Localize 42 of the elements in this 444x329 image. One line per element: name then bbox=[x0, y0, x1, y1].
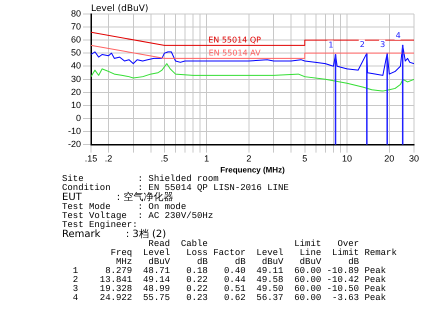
text: Read Cable Limit Over bbox=[148, 239, 360, 249]
y-tick-label: 70 bbox=[70, 22, 82, 32]
x-tick-label: 1 bbox=[204, 153, 210, 164]
annotation: 1 bbox=[328, 40, 334, 50]
y-tick-label: 20 bbox=[70, 86, 82, 97]
annotation: 2 bbox=[360, 40, 365, 49]
x-tick-label: 10 bbox=[342, 153, 352, 164]
y-axis-title: Level (dBuV) bbox=[91, 4, 148, 14]
y-tick-label: 0 bbox=[76, 112, 82, 123]
x-tick-label: .2 bbox=[104, 153, 112, 164]
text: MHz dBuV dB dB dBuV dBuV dB bbox=[115, 257, 360, 267]
x-tick-label: 30 bbox=[408, 153, 420, 164]
text: Test Voltage : AC 230V/50Hz bbox=[62, 211, 214, 221]
x-tick-label: 5 bbox=[302, 153, 308, 164]
text: 1 8.279 48.71 0.18 0.40 49.11 60.00 -10.89 Peak bbox=[72, 266, 388, 276]
text: Test Mode : On mode bbox=[62, 202, 186, 212]
y-tick-label: 50 bbox=[70, 48, 82, 58]
annotation: 3 bbox=[380, 40, 386, 49]
y-tick-label: 80 bbox=[70, 8, 82, 18]
text: 2 13.841 49.14 0.22 0.44 49.58 60.00 -10.42 Peak bbox=[72, 275, 388, 285]
text: EUT : 空气净化器 bbox=[62, 192, 174, 203]
x-tick-label: .15 bbox=[84, 153, 98, 164]
y-tick-label: -10 bbox=[68, 126, 82, 136]
series-label: EN 55014 QP bbox=[208, 35, 262, 44]
text: Remark : 3档 (2) bbox=[62, 229, 166, 240]
y-tick-label: 10 bbox=[70, 100, 82, 110]
x-tick-label: 2 bbox=[246, 153, 252, 164]
text: 3 19.328 48.99 0.22 0.51 49.50 60.00 -10.50 Peak bbox=[72, 284, 388, 294]
y-tick-label: 40 bbox=[70, 60, 82, 71]
series-label: EN 55014 AV bbox=[208, 48, 262, 58]
annotation: 4 bbox=[396, 30, 401, 40]
y-tick-label: -20 bbox=[68, 139, 82, 150]
text: Site : Shielded room bbox=[62, 174, 220, 184]
x-tick-label: 20 bbox=[384, 153, 394, 164]
y-tick-label: 30 bbox=[70, 74, 82, 84]
text: Freq Level Loss Factor Level Line Limit Remark bbox=[110, 248, 398, 258]
text: Condition : EN 55014 QP LISN-2016 LINE bbox=[62, 183, 290, 193]
text: 4 24.922 55.75 0.23 0.62 56.37 60.00 -3.63 Peak bbox=[72, 293, 388, 303]
text: Test Engineer: bbox=[62, 220, 138, 230]
y-tick-label: 60 bbox=[70, 34, 82, 45]
x-tick-label: .5 bbox=[160, 153, 168, 164]
x-axis-title: Frequency (MHz) bbox=[220, 165, 286, 174]
